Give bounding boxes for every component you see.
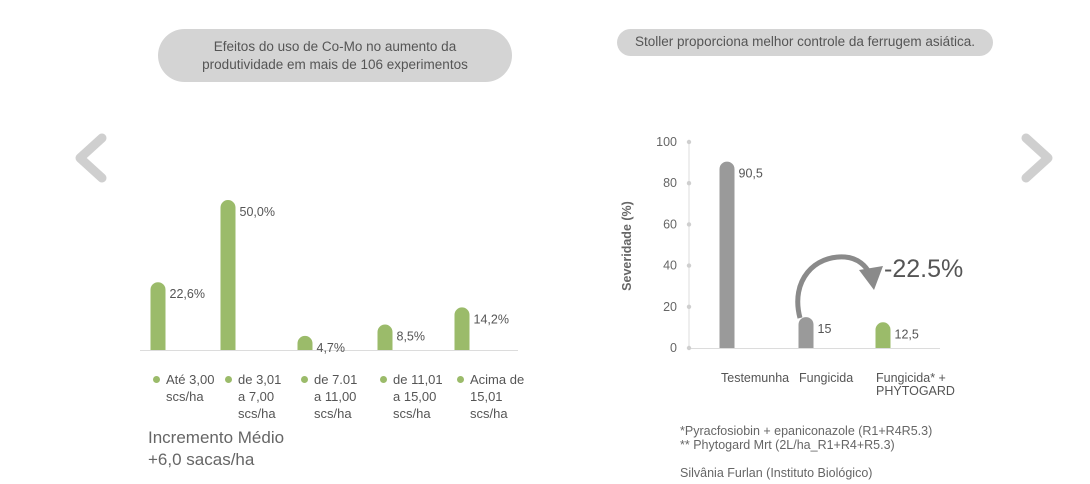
left-title-line2: produtividade em mais de 106 experimento…: [202, 57, 468, 72]
reduction-arrow-head: [859, 266, 883, 290]
category-label-3: de 11,01 a 15,00 scs/ha: [380, 371, 443, 422]
chevron-left-icon: [75, 133, 107, 183]
y-tick-5: [686, 139, 692, 145]
y-tick-label-2: 40: [663, 259, 677, 273]
data-label-0: 90,5: [739, 167, 763, 181]
y-tick-label-5: 100: [656, 135, 677, 149]
note-spacer: [680, 452, 932, 466]
data-label-3: 8,5%: [397, 330, 426, 344]
y-tick-label-4: 80: [663, 176, 677, 190]
category-label-2: de 7.01 a 11,00 scs/ha: [301, 371, 357, 422]
note-phytogard: ** Phytogard Mrt (2L/ha_R1+R4+R5.3): [680, 438, 895, 452]
x-category-label-1: Fungicida: [799, 371, 854, 385]
average-increment: Incremento Médio +6,0 sacas/ha: [148, 427, 284, 471]
y-tick-0: [686, 345, 692, 351]
data-label-2: 4,7%: [317, 341, 346, 355]
legend-dot: [153, 376, 160, 383]
category-label-1: de 3,01 a 7,00 scs/ha: [225, 371, 281, 422]
chevron-right-icon: [1021, 133, 1053, 183]
bar-4: [454, 307, 470, 350]
data-label-1: 50,0%: [240, 205, 275, 219]
carousel-next-button[interactable]: [1016, 130, 1058, 191]
carousel-prev-button[interactable]: [70, 130, 112, 191]
y-tick-4: [686, 181, 692, 186]
y-tick-label-0: 0: [670, 341, 677, 355]
data-label-4: 14,2%: [474, 312, 509, 326]
category-label-4: Acima de 15,01 scs/ha: [457, 371, 524, 422]
data-label-1: 15: [818, 322, 832, 336]
y-tick-label-3: 60: [663, 217, 677, 231]
y-tick-1: [686, 304, 692, 309]
y-tick-3: [686, 222, 692, 227]
legend-dot: [380, 376, 387, 383]
data-label-0: 22,6%: [170, 287, 205, 301]
legend-dot: [225, 376, 232, 383]
left-title-line1: Efeitos do uso de Co-Mo no aumento da: [213, 39, 457, 54]
bar-2: [875, 322, 891, 348]
reduction-arrow-curve: [795, 254, 873, 319]
x-category-label-0: Testemunha: [721, 371, 790, 385]
data-label-2: 12,5: [895, 327, 919, 341]
increment-value: +6,0 sacas/ha: [148, 450, 255, 469]
bar-1: [220, 200, 236, 350]
y-axis-title: Severidade (%): [620, 201, 634, 291]
bar-2: [297, 335, 313, 350]
bar-0: [719, 161, 735, 348]
legend-dot: [301, 376, 308, 383]
bar-0: [150, 282, 166, 350]
bar-1: [798, 317, 814, 348]
chart-notes: *Pyracfosiobin + epaniconazole (R1+R4R5.…: [680, 424, 932, 480]
y-tick-2: [686, 263, 692, 268]
note-source: Silvânia Furlan (Instituto Biológico): [680, 466, 873, 480]
right-title-text: Stoller proporciona melhor controle da f…: [635, 34, 975, 49]
reduction-label: -22.5%: [884, 255, 963, 283]
bar-3: [377, 324, 393, 350]
legend-dot: [457, 376, 464, 383]
x-category-label-2: Fungicida* + PHYTOGARD: [876, 371, 955, 398]
right-chart-title: Stoller proporciona melhor controle da f…: [617, 29, 993, 56]
y-tick-label-1: 20: [663, 300, 677, 314]
left-chart-title: Efeitos do uso de Co-Mo no aumento da pr…: [158, 29, 512, 82]
category-label-0: Até 3,00 scs/ha: [153, 371, 214, 405]
note-pyraclostrobin: *Pyracfosiobin + epaniconazole (R1+R4R5.…: [680, 424, 933, 438]
increment-label: Incremento Médio: [148, 428, 285, 447]
